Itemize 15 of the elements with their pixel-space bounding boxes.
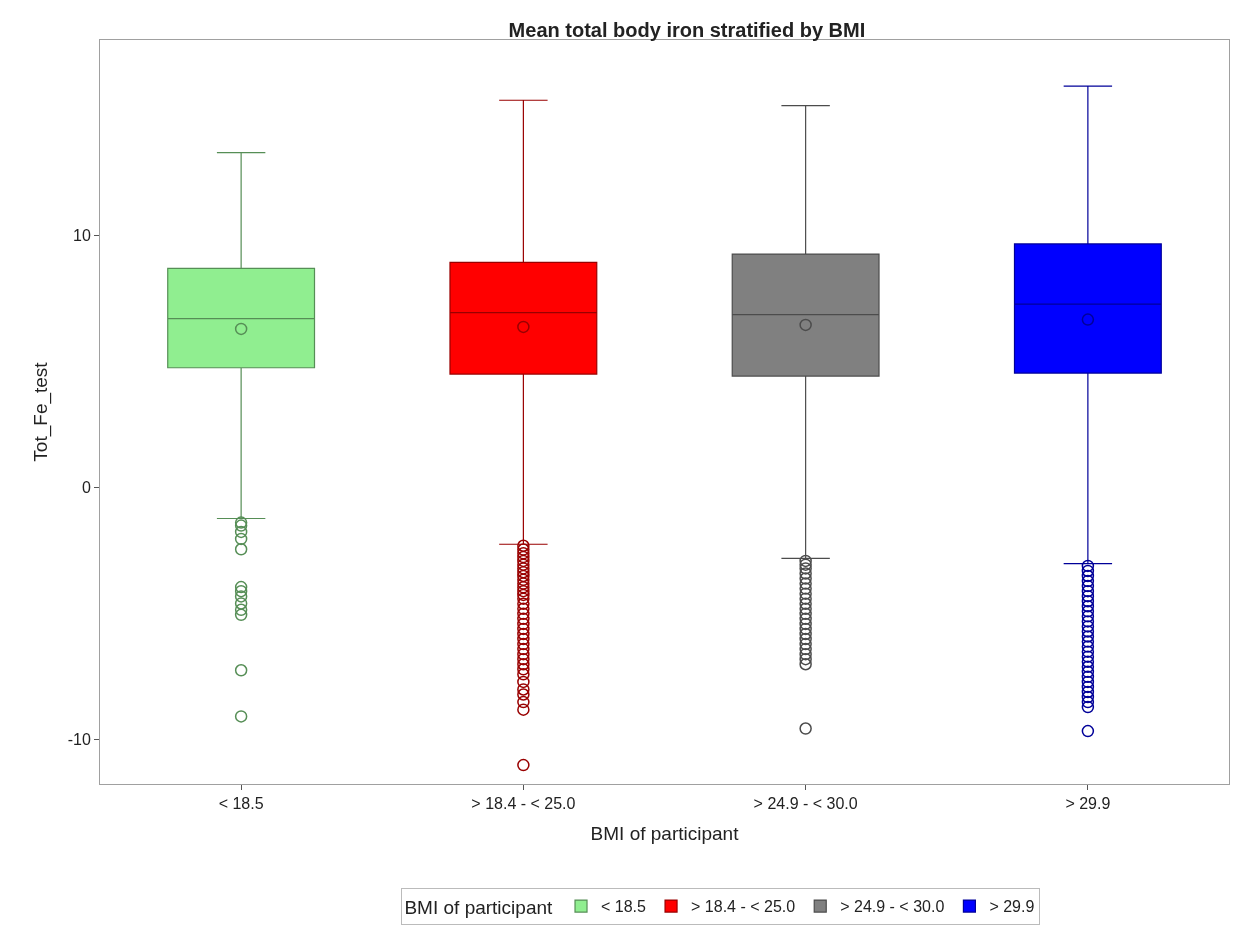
x-tick-label: < 18.5 bbox=[218, 795, 264, 813]
legend-label: < 18.5 bbox=[601, 898, 647, 916]
legend-label: > 18.4 - < 25.0 bbox=[691, 898, 796, 916]
y-tick-label: 10 bbox=[73, 227, 91, 245]
legend-title: BMI of participant bbox=[404, 896, 554, 918]
chart-title: Mean total body iron stratified by BMI bbox=[508, 19, 866, 42]
y-axis-title: Tot_Fe_test bbox=[29, 361, 52, 462]
x-tick-label: > 24.9 - < 30.0 bbox=[753, 795, 858, 813]
legend-label: > 24.9 - < 30.0 bbox=[840, 898, 945, 916]
y-tick-label: -10 bbox=[67, 731, 91, 749]
x-tick-label: > 18.4 - < 25.0 bbox=[471, 795, 576, 813]
x-tick-label: > 29.9 bbox=[1065, 795, 1111, 813]
y-tick-label: 0 bbox=[81, 479, 91, 497]
legend-label: > 29.9 bbox=[989, 898, 1035, 916]
x-axis-title: BMI of participant bbox=[590, 823, 740, 844]
